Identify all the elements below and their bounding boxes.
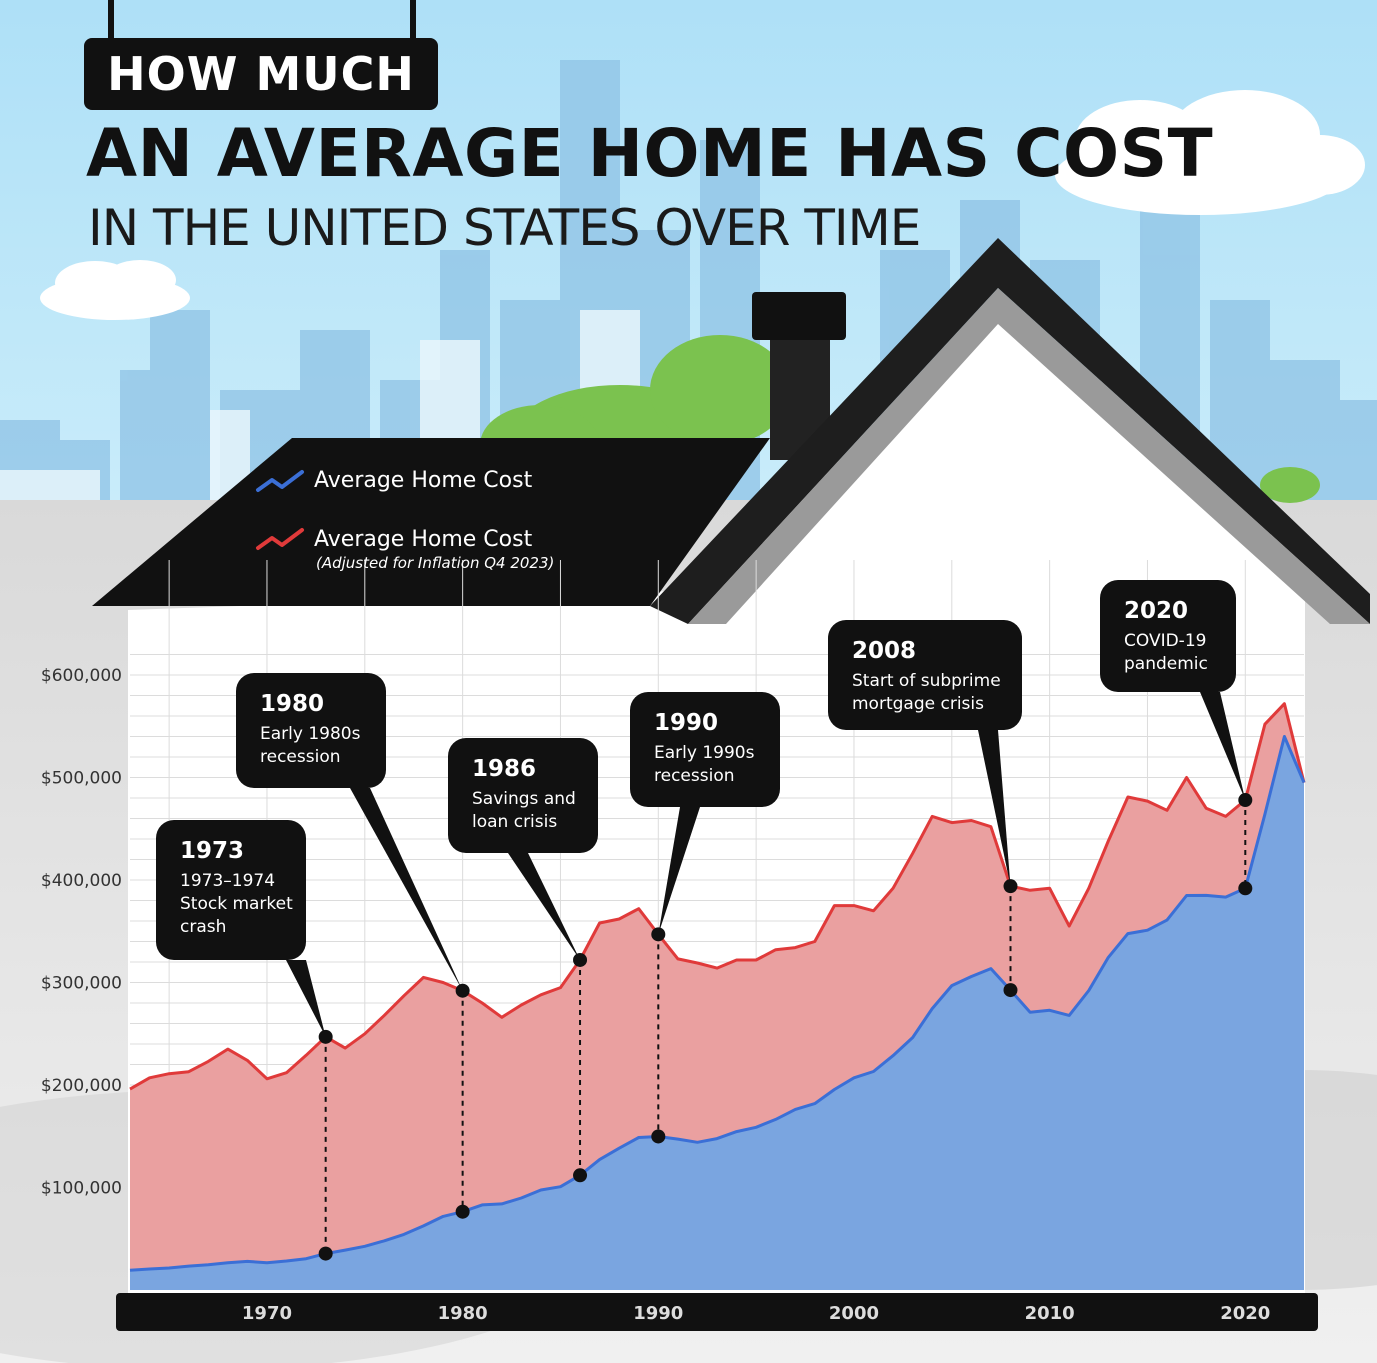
y-tick-label: $500,000 [41, 769, 122, 789]
annotation-text: crash [180, 917, 226, 937]
annotation-box [1100, 580, 1236, 692]
annotation-point-adjusted [651, 927, 666, 942]
annotation-text: pandemic [1124, 654, 1208, 674]
y-tick-label: $600,000 [41, 666, 122, 686]
plot-areas [130, 703, 1304, 1290]
annotation-text: Early 1990s [654, 743, 755, 763]
annotation-point-adjusted [573, 952, 588, 967]
annotation-box [828, 620, 1022, 730]
nominal-area [130, 736, 1304, 1290]
x-tick-label: 2020 [1220, 1303, 1270, 1324]
annotation-pointer [508, 853, 581, 960]
legend-adjusted-swatch [256, 528, 304, 550]
annotation-text: Early 1980s [260, 724, 361, 744]
annotation-point-nominal [573, 1168, 588, 1183]
annotation-pointer [286, 960, 326, 1037]
x-tick-label: 1970 [242, 1303, 292, 1324]
annotation-year: 1986 [472, 756, 536, 782]
y-tick-label: $400,000 [41, 871, 122, 891]
annotation-text: Start of subprime [852, 671, 1001, 691]
x-tick-label: 2010 [1025, 1303, 1075, 1324]
annotation-point-adjusted [1003, 879, 1018, 894]
annotation-box [236, 673, 386, 788]
annotation-year: 1973 [180, 838, 244, 864]
annotation-pointer [1200, 692, 1246, 801]
annotation-text: COVID-19 [1124, 631, 1206, 651]
x-tick-label: 1990 [633, 1303, 683, 1324]
annotation-point-adjusted [455, 983, 470, 998]
annotation-pointer [350, 788, 463, 991]
annotation-point-adjusted [318, 1029, 333, 1044]
y-tick-label: $200,000 [41, 1076, 122, 1096]
annotation-box [630, 692, 780, 807]
annotations: 1973 1973–1974 Stock market crash 1980 Early … [156, 580, 1253, 1261]
sign-rope-left [108, 0, 114, 40]
annotation-year: 1990 [654, 710, 718, 736]
x-tick-label: 2000 [829, 1303, 879, 1324]
x-axis: 1970 1980 1990 2000 2010 2020 [242, 1303, 1270, 1324]
annotation-point-nominal [1003, 983, 1018, 998]
annotation-point-nominal [455, 1204, 470, 1219]
annotation-text: Stock market [180, 894, 293, 914]
annotation-text: mortgage crisis [852, 694, 984, 714]
annotation-pointer [658, 807, 700, 935]
y-axis: $100,000 $200,000 $300,000 $400,000 $500,000… [41, 666, 122, 1199]
annotation-text: recession [654, 766, 735, 786]
annotation-text: 1973–1974 [180, 871, 275, 891]
chimney-cap [752, 292, 846, 340]
annotation-text: recession [260, 747, 341, 767]
roof-main [650, 238, 1370, 624]
annotation-pointer [978, 730, 1011, 887]
annotation-point-nominal [318, 1246, 333, 1261]
legend: Average Home Cost Average Home Cost (Adj… [256, 468, 554, 572]
annotation-year: 2020 [1124, 598, 1188, 624]
y-tick-label: $300,000 [41, 974, 122, 994]
x-axis-bar [116, 1293, 1318, 1331]
sign-rope-right [410, 0, 416, 40]
page-title: AN AVERAGE HOME HAS COST [86, 115, 1214, 192]
page-subtitle: IN THE UNITED STATES OVER TIME [88, 199, 921, 257]
annotation-text: Savings and [472, 789, 576, 809]
annotation-point-adjusted [1238, 793, 1253, 808]
annotation-point-nominal [651, 1129, 666, 1144]
legend-nominal-swatch [256, 470, 304, 492]
x-tick-label: 1980 [438, 1303, 488, 1324]
y-tick-label: $100,000 [41, 1179, 122, 1199]
annotation-point-nominal [1238, 881, 1253, 896]
annotation-box [448, 738, 598, 853]
annotation-box [156, 820, 306, 960]
roof-left [92, 438, 770, 606]
cloud-icon [40, 90, 1365, 320]
title-badge: HOW MUCH [84, 38, 438, 110]
annotation-year: 2008 [852, 638, 916, 664]
annotation-year: 1980 [260, 691, 324, 717]
legend-adjusted-label: Average Home Cost [314, 527, 533, 552]
legend-adjusted-note: (Adjusted for Inflation Q4 2023) [316, 554, 554, 572]
annotation-text: loan crisis [472, 812, 557, 832]
legend-nominal-label: Average Home Cost [314, 468, 533, 493]
